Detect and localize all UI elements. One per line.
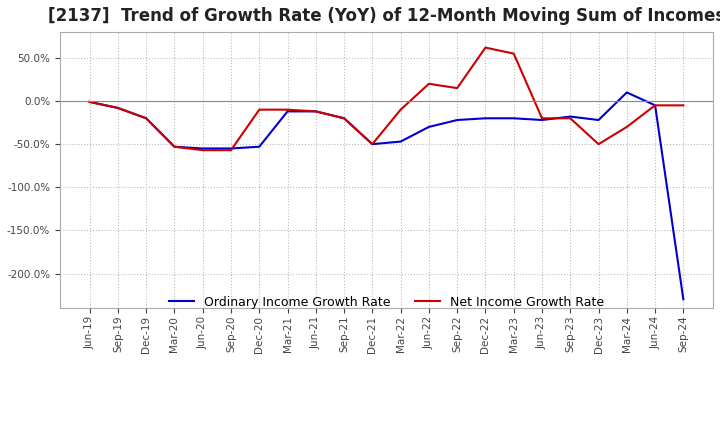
Net Income Growth Rate: [566, 116, 575, 121]
Net Income Growth Rate: [453, 85, 462, 91]
Ordinary Income Growth Rate: [594, 117, 603, 123]
Net Income Growth Rate: [142, 116, 150, 121]
Ordinary Income Growth Rate: [481, 116, 490, 121]
Ordinary Income Growth Rate: [227, 146, 235, 151]
Ordinary Income Growth Rate: [396, 139, 405, 144]
Ordinary Income Growth Rate: [255, 144, 264, 150]
Net Income Growth Rate: [396, 107, 405, 112]
Line: Net Income Growth Rate: Net Income Growth Rate: [89, 48, 683, 150]
Net Income Growth Rate: [368, 142, 377, 147]
Ordinary Income Growth Rate: [453, 117, 462, 123]
Title: [2137]  Trend of Growth Rate (YoY) of 12-Month Moving Sum of Incomes: [2137] Trend of Growth Rate (YoY) of 12-…: [48, 7, 720, 25]
Ordinary Income Growth Rate: [510, 116, 518, 121]
Net Income Growth Rate: [679, 103, 688, 108]
Ordinary Income Growth Rate: [651, 103, 660, 108]
Net Income Growth Rate: [170, 144, 179, 150]
Net Income Growth Rate: [85, 99, 94, 105]
Net Income Growth Rate: [538, 116, 546, 121]
Ordinary Income Growth Rate: [85, 99, 94, 105]
Line: Ordinary Income Growth Rate: Ordinary Income Growth Rate: [89, 92, 683, 299]
Ordinary Income Growth Rate: [340, 116, 348, 121]
Net Income Growth Rate: [255, 107, 264, 112]
Ordinary Income Growth Rate: [199, 146, 207, 151]
Ordinary Income Growth Rate: [538, 117, 546, 123]
Ordinary Income Growth Rate: [170, 144, 179, 150]
Net Income Growth Rate: [510, 51, 518, 56]
Ordinary Income Growth Rate: [425, 124, 433, 129]
Net Income Growth Rate: [623, 124, 631, 129]
Net Income Growth Rate: [227, 147, 235, 153]
Net Income Growth Rate: [114, 105, 122, 110]
Ordinary Income Growth Rate: [312, 109, 320, 114]
Net Income Growth Rate: [425, 81, 433, 86]
Ordinary Income Growth Rate: [142, 116, 150, 121]
Net Income Growth Rate: [651, 103, 660, 108]
Ordinary Income Growth Rate: [679, 297, 688, 302]
Net Income Growth Rate: [340, 116, 348, 121]
Ordinary Income Growth Rate: [114, 105, 122, 110]
Net Income Growth Rate: [481, 45, 490, 50]
Ordinary Income Growth Rate: [566, 114, 575, 119]
Net Income Growth Rate: [312, 109, 320, 114]
Ordinary Income Growth Rate: [368, 142, 377, 147]
Legend: Ordinary Income Growth Rate, Net Income Growth Rate: Ordinary Income Growth Rate, Net Income …: [163, 290, 609, 314]
Net Income Growth Rate: [594, 142, 603, 147]
Ordinary Income Growth Rate: [623, 90, 631, 95]
Net Income Growth Rate: [283, 107, 292, 112]
Net Income Growth Rate: [199, 147, 207, 153]
Ordinary Income Growth Rate: [283, 109, 292, 114]
